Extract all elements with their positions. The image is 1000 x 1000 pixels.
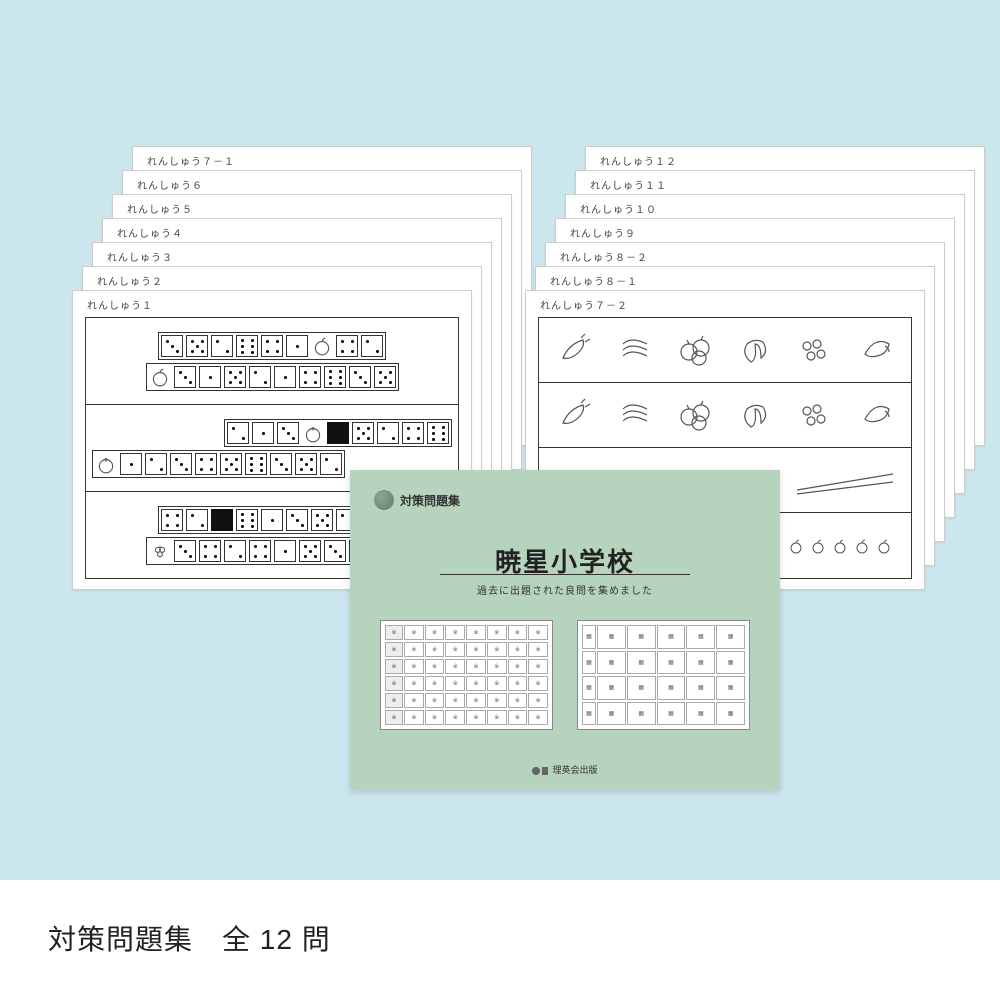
worksheet-label: れんしゅう１ (87, 297, 153, 312)
worksheet-label: れんしゅう７－２ (540, 297, 628, 312)
caption-text: 対策問題集 全 12 問 (48, 924, 331, 955)
tomato-icon (675, 330, 715, 370)
chopsticks-icon (785, 462, 905, 498)
apple-icon (311, 335, 333, 357)
shrimp-icon (855, 395, 895, 435)
worksheet-label: れんしゅう２ (97, 273, 163, 288)
worksheet-label: れんしゅう９ (570, 225, 636, 240)
cover-publisher: 理英会出版 (350, 763, 780, 776)
apple-icon (149, 366, 171, 388)
beans-icon (795, 395, 835, 435)
worksheet-label: れんしゅう１０ (580, 201, 657, 216)
product-stage: れんしゅう７－１ れんしゅう６ れんしゅう５ れんしゅう４ れんしゅう３ れんしゅう２ れん… (0, 0, 1000, 880)
pasta-icon (615, 330, 655, 370)
caption-bar: 対策問題集 全 12 問 (0, 880, 1000, 1000)
worksheet-label: れんしゅう６ (137, 177, 203, 192)
cover-subtitle: 過去に出題された良問を集めました (350, 582, 780, 597)
cover-booklet: 対策問題集 暁星小学校 過去に出題された良問を集めました ※※※※※※※※※※※… (350, 470, 780, 790)
worksheet-label: れんしゅう８－１ (550, 273, 638, 288)
pepper-icon (735, 395, 775, 435)
worksheet-label: れんしゅう１１ (590, 177, 667, 192)
cover-thumbnails: ※※※※※※※※※※※※※※※※※※※※※※※※※※※※※※※※※※※※※※※※… (380, 620, 750, 730)
tomato-icon (302, 422, 324, 444)
tomato-icon (95, 453, 117, 475)
pepper-icon (735, 330, 775, 370)
worksheet-label: れんしゅう８－２ (560, 249, 648, 264)
worksheet-label: れんしゅう４ (117, 225, 183, 240)
shrimp-icon (855, 330, 895, 370)
carrot-icon (555, 395, 595, 435)
grape-icon (149, 540, 171, 562)
worksheet-label: れんしゅう１２ (600, 153, 677, 168)
pasta-icon (615, 395, 655, 435)
worksheet-label: れんしゅう５ (127, 201, 193, 216)
tomato-icon (675, 395, 715, 435)
beans-icon (795, 330, 835, 370)
cover-badge: 対策問題集 (374, 490, 460, 510)
worksheet-label: れんしゅう３ (107, 249, 173, 264)
carrot-icon (555, 330, 595, 370)
worksheet-label: れんしゅう７－１ (147, 153, 235, 168)
